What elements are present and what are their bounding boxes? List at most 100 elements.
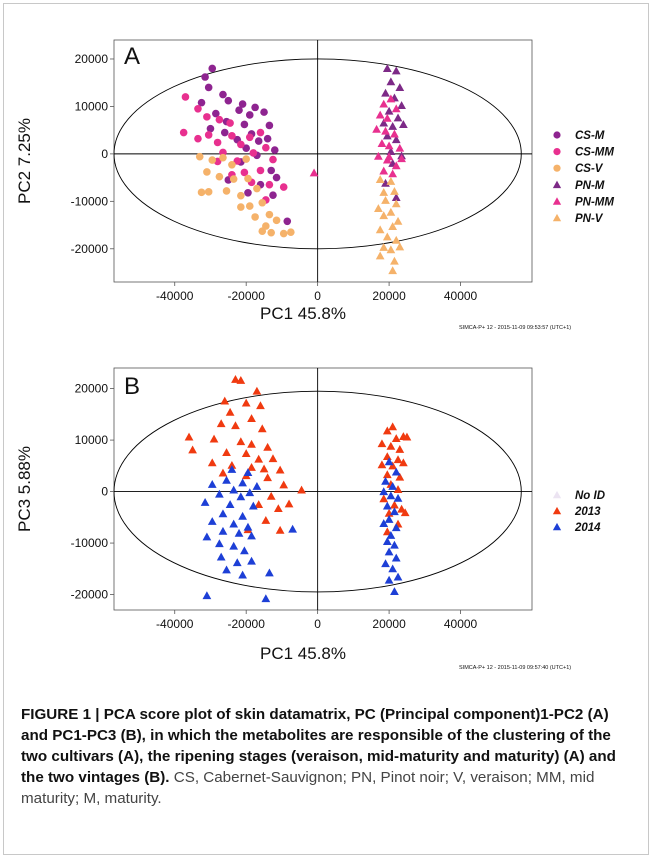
plot-frame: [113, 367, 533, 611]
data-point: [247, 414, 256, 422]
data-point: [200, 498, 210, 506]
data-point: [390, 500, 399, 509]
data-point: [249, 149, 258, 157]
legend-label: PN-M: [575, 180, 605, 192]
legend-label: PN-MM: [575, 196, 614, 208]
data-point: [204, 83, 213, 92]
legend-marker: [552, 213, 562, 222]
x-tick-label: -40000: [156, 289, 194, 303]
x-tick-label: -40000: [156, 617, 194, 631]
legend-marker: [552, 197, 562, 205]
data-point: [284, 499, 294, 508]
data-point: [228, 132, 236, 140]
data-point: [386, 177, 396, 185]
data-point: [213, 138, 222, 147]
data-point: [240, 546, 249, 555]
data-point: [219, 153, 227, 162]
data-point: [384, 515, 394, 523]
legend-label: PN-V: [575, 213, 604, 225]
data-point: [275, 525, 285, 534]
data-point: [386, 530, 396, 539]
data-point: [218, 509, 228, 518]
data-point: [399, 120, 408, 128]
data-point: [245, 133, 254, 142]
data-point: [241, 398, 251, 407]
data-point: [232, 558, 242, 567]
figure-frame: -40000 -20000 0 20000 40000 20000 10000 0 -10000…: [3, 3, 649, 855]
data-point: [275, 465, 285, 474]
legend-marker: [552, 522, 562, 531]
data-point: [242, 144, 250, 152]
y-tick-label: -10000: [71, 194, 109, 208]
data-point: [245, 111, 254, 119]
data-point: [381, 88, 390, 97]
data-point: [297, 485, 306, 494]
data-point: [379, 519, 389, 527]
data-point: [382, 501, 392, 510]
data-point: [254, 500, 264, 508]
data-point: [216, 552, 226, 561]
data-point: [201, 73, 209, 81]
data-point: [265, 568, 274, 577]
y-tick-label: 10000: [75, 99, 109, 113]
data-point: [195, 152, 204, 161]
data-point: [203, 168, 211, 176]
data-point: [238, 100, 247, 108]
data-point: [202, 532, 212, 541]
data-point: [226, 119, 234, 127]
data-point: [222, 187, 231, 195]
data-point: [309, 168, 319, 177]
y-tick-label: -20000: [71, 242, 109, 256]
data-point: [181, 93, 190, 101]
data-point: [397, 504, 406, 513]
data-point: [219, 148, 227, 157]
data-point: [220, 396, 230, 405]
data-point: [379, 494, 389, 503]
data-point: [265, 121, 274, 130]
legend-marker: [553, 131, 561, 139]
data-point: [381, 559, 390, 568]
data-point: [225, 500, 235, 508]
data-point: [247, 556, 256, 565]
data-point: [270, 146, 279, 154]
x-tick-label: 0: [314, 617, 321, 631]
data-point: [233, 157, 242, 165]
y-tick-label: 20000: [75, 52, 109, 66]
data-point: [244, 174, 252, 183]
y-axis-label: PC3 5.88%: [15, 446, 34, 532]
data-point: [237, 140, 245, 149]
data-point: [288, 524, 298, 533]
data-point: [254, 454, 264, 463]
data-point: [238, 570, 247, 579]
data-point: [267, 228, 275, 237]
data-point: [381, 476, 390, 485]
data-point: [395, 242, 405, 251]
series-pn-mm: [309, 94, 406, 178]
data-point: [379, 242, 389, 251]
data-point: [207, 458, 217, 467]
figure-caption: FIGURE 1 | PCA score plot of skin datama…: [21, 704, 636, 809]
data-point: [372, 124, 381, 133]
data-point: [391, 66, 401, 75]
data-point: [388, 461, 398, 470]
data-point: [395, 472, 405, 481]
data-point: [391, 193, 401, 202]
data-point: [386, 207, 396, 216]
x-tick-label: 40000: [444, 617, 478, 631]
data-point: [206, 124, 215, 133]
data-point: [184, 432, 194, 441]
data-point: [252, 386, 262, 395]
data-point: [273, 504, 283, 513]
x-tick-label: 20000: [372, 289, 406, 303]
data-point: [263, 473, 272, 482]
y-axis-label: PC2 7.25%: [15, 118, 34, 204]
caption-body: CS, Cabernet-Sauvignon; PN, Pinot noir; …: [21, 769, 595, 807]
data-point: [261, 516, 271, 524]
data-point: [391, 553, 401, 562]
data-point: [261, 594, 271, 603]
data-point: [279, 480, 289, 489]
data-point: [382, 64, 392, 72]
data-point: [382, 426, 392, 435]
data-point: [258, 198, 267, 207]
data-point: [194, 134, 202, 143]
